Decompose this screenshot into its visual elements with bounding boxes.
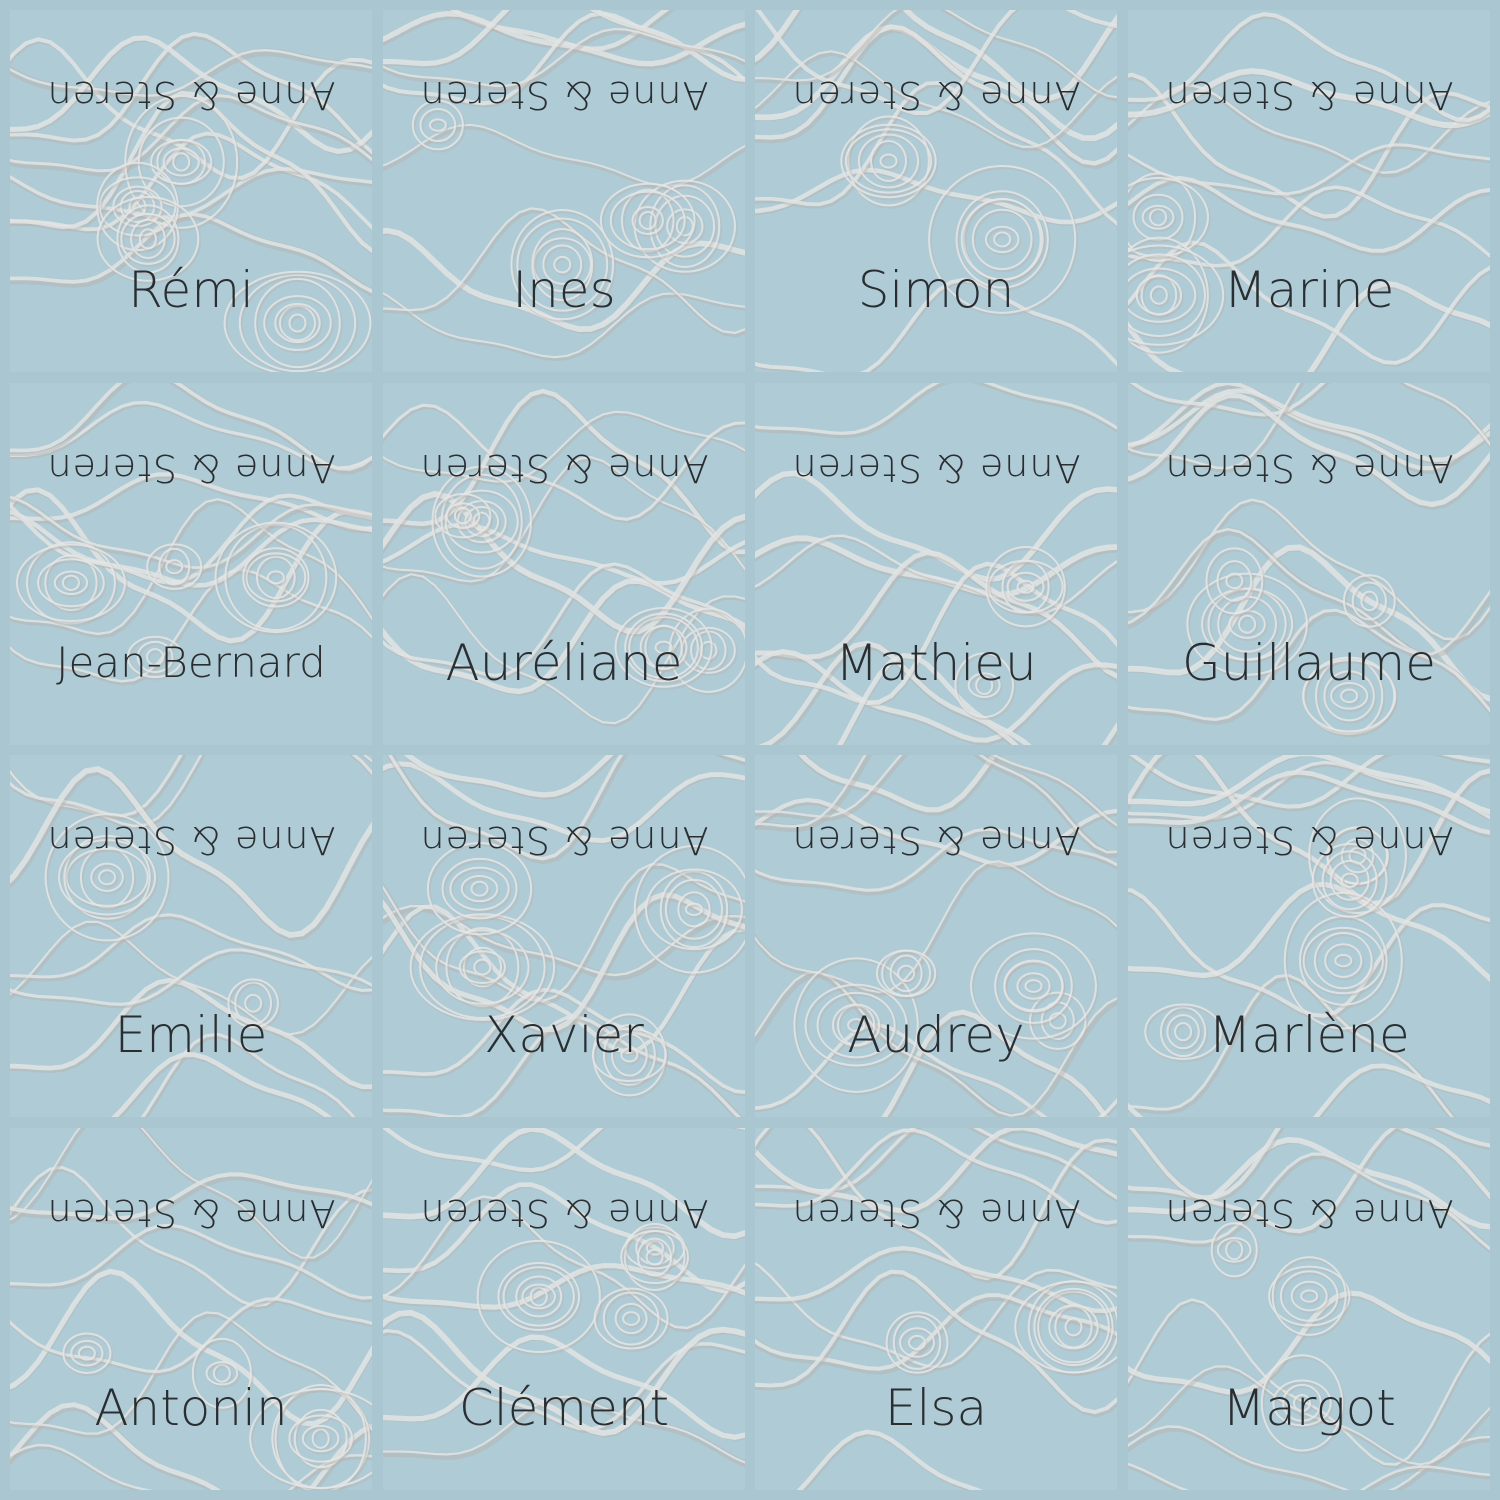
guest-name: Mathieu	[835, 634, 1037, 692]
marbled-swirl-texture	[383, 1128, 745, 1468]
place-card: Anne & Steren Guillaume	[1128, 383, 1490, 745]
couple-label: Anne & Steren	[46, 1191, 336, 1235]
guest-name: Marine	[1223, 261, 1395, 319]
place-card: Anne & Steren Antonin	[10, 1128, 372, 1490]
place-card: Anne & Steren Elsa	[755, 1128, 1117, 1490]
guest-name: Margot	[1222, 1379, 1396, 1437]
place-card: Anne & Steren Jean-Bernard	[10, 383, 372, 745]
marbled-swirl-texture	[1128, 755, 1490, 1117]
place-card: Anne & Steren Simon	[755, 10, 1117, 372]
place-card: Anne & Steren Mathieu	[755, 383, 1117, 745]
place-card: Anne & Steren Xavier	[383, 755, 745, 1117]
couple-label: Anne & Steren	[419, 446, 709, 490]
guest-name: Rémi	[128, 261, 254, 319]
marbled-swirl-texture	[10, 755, 372, 1117]
place-card: Anne & Steren Clément	[383, 1128, 745, 1490]
couple-label: Anne & Steren	[46, 446, 336, 490]
guest-name: Ines	[512, 261, 616, 319]
marbled-swirl-texture	[10, 31, 372, 372]
marbled-swirl-texture	[755, 755, 1117, 1117]
couple-label: Anne & Steren	[46, 818, 336, 862]
marbled-swirl-texture	[755, 1128, 1117, 1490]
marbled-swirl-texture	[1128, 383, 1490, 738]
guest-name: Marlène	[1208, 1006, 1410, 1064]
guest-name: Audrey	[847, 1006, 1025, 1064]
couple-label: Anne & Steren	[791, 818, 1081, 862]
guest-name: Guillaume	[1182, 634, 1436, 692]
couple-label: Anne & Steren	[419, 1191, 709, 1235]
couple-label: Anne & Steren	[46, 73, 336, 117]
place-card: Anne & Steren Auréliane	[383, 383, 745, 745]
marbled-swirl-texture	[755, 10, 1117, 372]
place-card: Anne & Steren Ines	[383, 10, 745, 372]
place-card: Anne & Steren Audrey	[755, 755, 1117, 1117]
place-card: Anne & Steren Rémi	[10, 10, 372, 372]
couple-label: Anne & Steren	[791, 446, 1081, 490]
couple-label: Anne & Steren	[1164, 818, 1454, 862]
marbled-swirl-texture	[10, 1128, 372, 1490]
guest-name: Auréliane	[445, 634, 683, 692]
guest-name: Jean-Bernard	[56, 638, 326, 687]
guest-name: Emilie	[114, 1006, 268, 1064]
couple-label: Anne & Steren	[419, 73, 709, 117]
place-card: Anne & Steren Marine	[1128, 10, 1490, 372]
couple-label: Anne & Steren	[791, 73, 1081, 117]
marbled-swirl-texture	[1128, 1128, 1490, 1490]
couple-label: Anne & Steren	[1164, 446, 1454, 490]
marbled-swirl-texture	[1128, 12, 1490, 372]
place-card: Anne & Steren Emilie	[10, 755, 372, 1117]
couple-label: Anne & Steren	[1164, 73, 1454, 117]
couple-label: Anne & Steren	[1164, 1191, 1454, 1235]
marbled-swirl-texture	[383, 388, 745, 727]
marbled-swirl-texture	[383, 755, 745, 1117]
couple-label: Anne & Steren	[419, 818, 709, 862]
place-card: Anne & Steren Margot	[1128, 1128, 1490, 1490]
guest-name: Elsa	[884, 1379, 988, 1437]
guest-name: Simon	[857, 261, 1015, 319]
marbled-swirl-texture	[10, 383, 372, 686]
guest-name: Clément	[458, 1379, 670, 1437]
place-card: Anne & Steren Marlène	[1128, 755, 1490, 1117]
couple-label: Anne & Steren	[791, 1191, 1081, 1235]
marbled-swirl-texture	[755, 383, 1117, 745]
marbled-swirl-texture	[383, 10, 745, 362]
guest-name: Xavier	[484, 1006, 644, 1064]
guest-name: Antonin	[94, 1379, 288, 1437]
